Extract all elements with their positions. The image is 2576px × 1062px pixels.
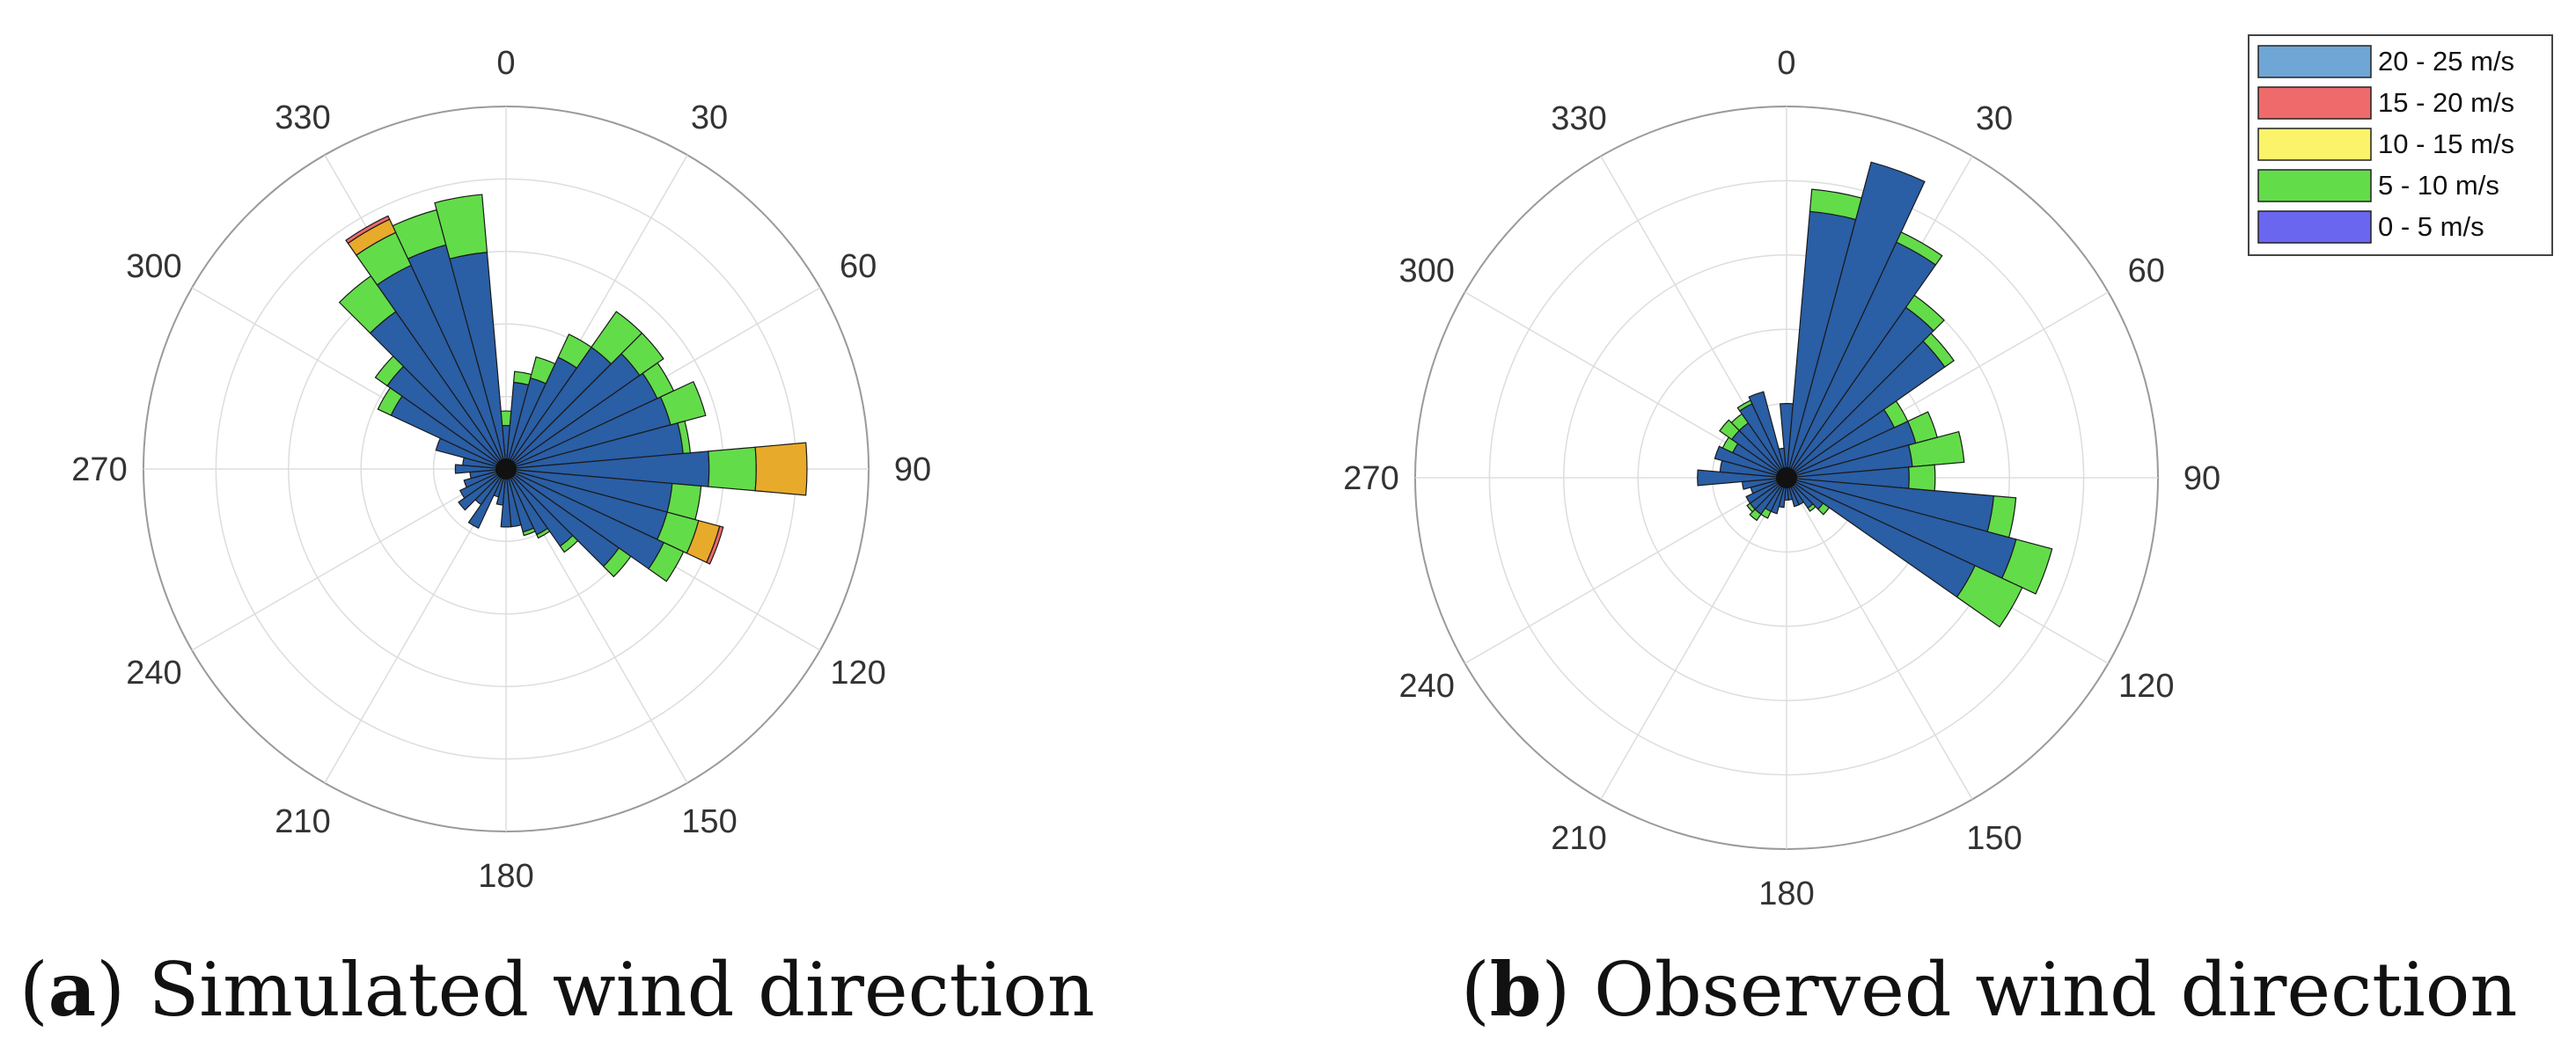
caption-letter-b: b	[1489, 946, 1542, 1033]
caption-text-observed: Observed wind direction	[1594, 947, 2518, 1033]
observed-bar-340deg-bin0	[1748, 391, 1787, 479]
observed-bar-320deg-bin1	[1730, 413, 1750, 432]
simulated-angle-tick-120: 120	[830, 655, 885, 692]
observed-angle-tick-240: 240	[1399, 668, 1455, 705]
simulated-bar-90deg-bin1	[708, 446, 757, 492]
observed-spoke-150	[1786, 477, 1973, 800]
caption-letter-a: a	[48, 946, 97, 1033]
simulated-bar-0deg-bin1	[500, 410, 512, 427]
observed-bar-140deg-bin1	[1807, 502, 1816, 512]
legend-swatch-2	[2257, 128, 2372, 161]
simulated-bar-50deg-bin1	[620, 332, 664, 377]
simulated-bar-160deg-bin1	[522, 527, 536, 537]
observed-angle-tick-210: 210	[1551, 820, 1606, 857]
observed-bar-80deg-bin1	[1907, 430, 1965, 468]
caption-observed: (b) Observed wind direction	[1461, 946, 2518, 1033]
simulated-bar-250deg-bin0	[463, 468, 507, 488]
observed-bar-310deg-bin1	[1719, 419, 1741, 441]
observed-angle-tick-0: 0	[1777, 45, 1795, 82]
observed-bar-100deg-bin1	[1986, 494, 2017, 538]
observed-center-hub	[1776, 467, 1797, 488]
legend-swatch-3	[2257, 169, 2372, 202]
simulated-bar-140deg-bin1	[559, 534, 579, 553]
observed-bar-330deg-bin1	[1736, 399, 1753, 412]
simulated-bar-180deg-bin0	[500, 468, 512, 528]
simulated-bar-80deg-bin1	[677, 420, 691, 455]
simulated-bar-300deg-bin1	[377, 387, 403, 416]
observed-bar-10deg-bin1	[1809, 188, 1862, 221]
legend-label-3: 5 - 10 m/s	[2378, 170, 2499, 201]
simulated-bar-90deg-bin2	[754, 442, 808, 496]
observed-bar-90deg-bin1	[1908, 464, 1936, 492]
simulated-angle-tick-330: 330	[275, 99, 330, 136]
simulated-bar-270deg-bin0	[454, 464, 507, 474]
observed-spoke-210	[1600, 477, 1787, 800]
simulated-wind-rose: 0 30 60 90 120 150 180 210 240 270 300 330	[71, 45, 931, 895]
simulated-bar-230deg-bin0	[458, 468, 507, 511]
simulated-bar-330deg-bin3	[345, 215, 391, 245]
observed-bar-110deg-bin1	[2000, 538, 2053, 595]
observed-angle-tick-300: 300	[1399, 253, 1455, 289]
simulated-angle-tick-30: 30	[691, 99, 728, 136]
caption-text-simulated: Simulated wind direction	[148, 947, 1095, 1033]
observed-angle-tick-60: 60	[2128, 253, 2165, 289]
observed-angle-tick-90: 90	[2183, 460, 2220, 497]
simulated-angle-tick-240: 240	[126, 655, 181, 692]
observed-angle-tick-30: 30	[1976, 100, 2013, 137]
simulated-angle-tick-0: 0	[496, 45, 515, 82]
observed-angle-tick-120: 120	[2118, 668, 2174, 705]
simulated-center-hub	[495, 458, 517, 480]
simulated-angle-tick-90: 90	[894, 451, 931, 488]
observed-angle-tick-180: 180	[1758, 875, 1814, 912]
observed-bar-120deg-bin1	[1956, 565, 2023, 628]
observed-bar-40deg-bin1	[1904, 294, 1945, 332]
simulated-angle-tick-270: 270	[71, 451, 127, 488]
legend-label-2: 10 - 15 m/s	[2378, 128, 2514, 159]
simulated-angle-tick-210: 210	[275, 803, 330, 840]
legend-label-1: 15 - 20 m/s	[2378, 87, 2514, 118]
caption-simulated: (a) Simulated wind direction	[19, 946, 1095, 1033]
observed-bar-230deg-bin1	[1746, 502, 1757, 513]
simulated-bar-20deg-bin1	[529, 355, 556, 385]
simulated-angle-tick-180: 180	[478, 858, 533, 895]
simulated-bar-70deg-bin1	[659, 380, 707, 426]
observed-bar-270deg-bin0	[1697, 469, 1787, 487]
observed-angle-tick-270: 270	[1343, 460, 1398, 497]
observed-angle-tick-150: 150	[1966, 820, 2022, 857]
observed-wind-rose: 0 30 60 90 120 150 180 210 240 270 300 330	[1343, 45, 2220, 912]
legend-label-4: 0 - 5 m/s	[2378, 211, 2484, 242]
simulated-bar-110deg-bin3	[705, 525, 724, 565]
observed-bar-30deg-bin1	[1896, 231, 1943, 266]
simulated-bar-240deg-bin0	[459, 468, 507, 499]
simulated-bar-10deg-bin1	[512, 370, 532, 386]
simulated-angle-tick-300: 300	[126, 248, 181, 285]
simulated-bar-350deg-bin1	[434, 194, 488, 260]
simulated-bar-150deg-bin1	[536, 527, 551, 539]
observed-bar-50deg-bin1	[1922, 333, 1955, 368]
observed-spoke-240	[1464, 477, 1787, 664]
simulated-bar-130deg-bin1	[602, 546, 632, 578]
simulated-bar-310deg-bin1	[374, 355, 405, 387]
observed-bar-20deg-bin0	[1786, 161, 1926, 479]
simulated-angle-tick-150: 150	[681, 803, 737, 840]
observed-angle-tick-330: 330	[1551, 100, 1606, 137]
legend-swatch-4	[2257, 210, 2372, 244]
observed-bar-130deg-bin1	[1816, 502, 1831, 516]
legend-label-0: 20 - 25 m/s	[2378, 46, 2514, 77]
simulated-bar-120deg-bin1	[648, 541, 685, 582]
speed-legend: 20 - 25 m/s 15 - 20 m/s 10 - 15 m/s 5 - 10 …	[2248, 34, 2553, 256]
legend-swatch-1	[2257, 86, 2372, 120]
simulated-angle-tick-60: 60	[840, 248, 877, 285]
simulated-spoke-240	[191, 468, 507, 651]
simulated-bar-210deg-bin0	[467, 468, 507, 530]
legend-swatch-0	[2257, 45, 2372, 78]
